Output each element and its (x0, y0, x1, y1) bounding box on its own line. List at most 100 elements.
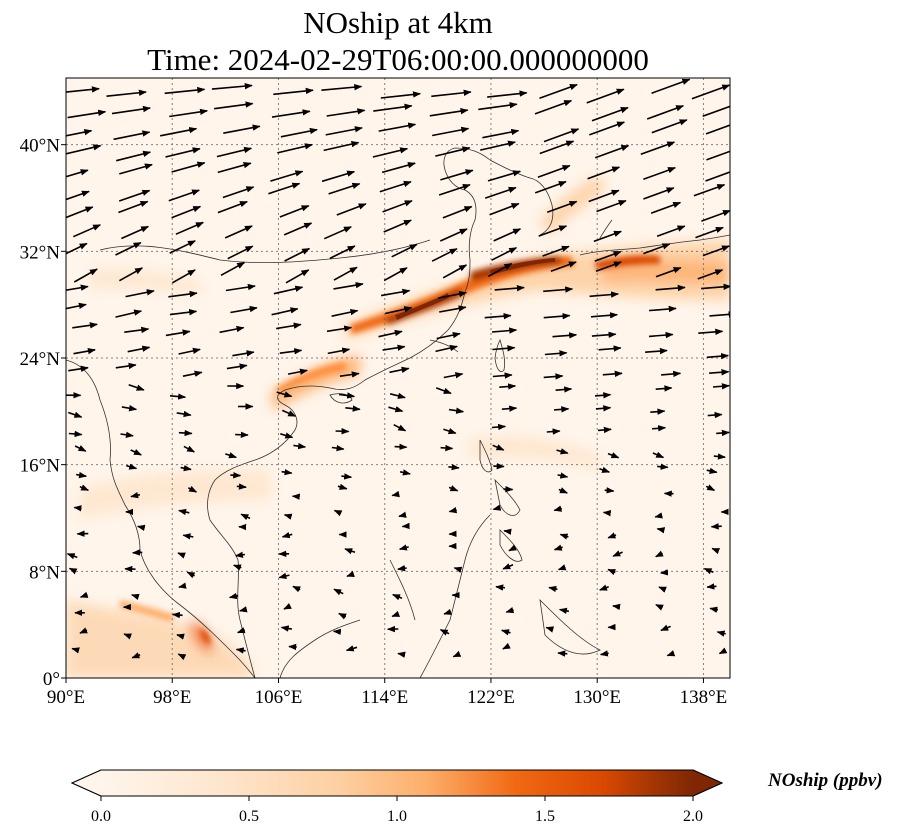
wind-arrow (171, 161, 206, 173)
wind-arrow (271, 307, 299, 316)
lon-tick-label: 106°E (255, 687, 303, 708)
wind-arrow (378, 122, 417, 132)
wind-arrow (66, 553, 78, 560)
wind-arrow (489, 202, 520, 216)
wind-arrow (128, 384, 145, 391)
wind-arrow (346, 570, 355, 577)
wind-arrow (227, 245, 254, 260)
wind-arrow (175, 221, 204, 235)
colorbar-extend-low (72, 770, 101, 796)
wind-arrow (703, 567, 714, 575)
wind-arrow (661, 370, 682, 378)
wind-arrow (643, 166, 676, 181)
wind-arrow (292, 585, 301, 593)
wind-arrow (66, 190, 90, 201)
wind-arrow (503, 485, 514, 493)
wind-arrow (217, 200, 248, 214)
wind-arrow (331, 308, 359, 317)
wind-arrow (397, 565, 407, 572)
wind-arrow (127, 345, 151, 353)
wind-arrow (713, 453, 726, 460)
wind-arrow (344, 548, 356, 555)
wind-arrow (121, 225, 150, 240)
concentration-background (66, 78, 730, 678)
wind-arrow (587, 166, 621, 180)
wind-arrow (72, 322, 98, 329)
wind-arrow (652, 451, 665, 459)
wind-arrow (537, 164, 571, 179)
wind-arrow (484, 312, 512, 320)
wind-arrow (591, 331, 617, 338)
wind-arrow (176, 633, 185, 640)
wind-arrow (656, 527, 666, 534)
wind-arrow (280, 625, 293, 632)
wind-arrow (607, 568, 616, 576)
wind-arrow (544, 350, 568, 357)
wind-arrow (172, 611, 183, 619)
wind-arrow (223, 124, 261, 134)
wind-arrow (118, 200, 149, 214)
wind-arrow (124, 326, 150, 334)
wind-arrow (382, 200, 413, 213)
wind-arrow (213, 101, 254, 110)
wind-arrow (284, 247, 311, 262)
wind-arrow (176, 410, 192, 418)
wind-arrow (378, 329, 403, 338)
wind-arrow (388, 406, 404, 413)
wind-arrow (492, 444, 505, 451)
wind-arrow (697, 269, 724, 280)
wind-arrow (508, 544, 517, 552)
wind-arrow (391, 610, 401, 618)
wind-arrow (382, 344, 406, 351)
wind-arrow (650, 408, 666, 415)
wind-arrow (326, 325, 353, 333)
wind-arrow (338, 612, 347, 620)
wind-arrow (443, 372, 464, 379)
lon-tick-label: 98°E (153, 687, 191, 708)
wind-arrow (66, 128, 93, 137)
wind-arrow (392, 593, 403, 601)
wind-arrow (492, 345, 516, 352)
colorbar-tick-label: 2.0 (683, 808, 703, 825)
wind-arrow (68, 567, 78, 575)
wind-arrow (553, 544, 563, 551)
wind-arrow (491, 246, 518, 261)
wind-arrow (602, 509, 612, 517)
wind-arrow (660, 624, 671, 632)
wind-arrow (594, 250, 622, 262)
colorbar-ticks: 0.0 0.5 1.0 1.5 2.0 (91, 796, 703, 825)
wind-arrow (599, 650, 609, 657)
wind-arrow (695, 226, 724, 239)
wind-arrow (709, 369, 730, 376)
wind-arrow (337, 483, 348, 490)
wind-arrow (326, 108, 366, 117)
wind-arrow (328, 182, 361, 195)
wind-arrow (79, 591, 89, 598)
wind-arrow (589, 121, 626, 136)
wind-arrow (442, 205, 473, 219)
wind-arrow (484, 186, 517, 199)
wind-arrow (111, 105, 151, 115)
wind-arrow (74, 445, 87, 452)
wind-arrow (235, 551, 246, 558)
lat-tick-label: 16°N (20, 456, 61, 477)
wind-arrow (706, 583, 717, 590)
map-frame (65, 77, 731, 679)
wind-arrow (76, 471, 87, 479)
wind-arrow (333, 509, 343, 517)
wind-arrow (160, 126, 198, 137)
wind-arrow (442, 264, 468, 279)
wind-arrow (399, 469, 411, 476)
wind-arrow (219, 325, 245, 334)
wind-arrow (211, 82, 253, 90)
wind-arrow (491, 423, 507, 431)
wind-arrow (591, 106, 629, 122)
wind-arrow (236, 627, 246, 634)
wind-arrow (656, 225, 686, 237)
wind-arrow (389, 366, 410, 374)
wind-arrow (273, 285, 304, 295)
wind-arrow (534, 180, 567, 194)
wind-arrow (646, 105, 685, 120)
wind-arrow (431, 89, 472, 98)
wind-arrow (178, 429, 193, 437)
